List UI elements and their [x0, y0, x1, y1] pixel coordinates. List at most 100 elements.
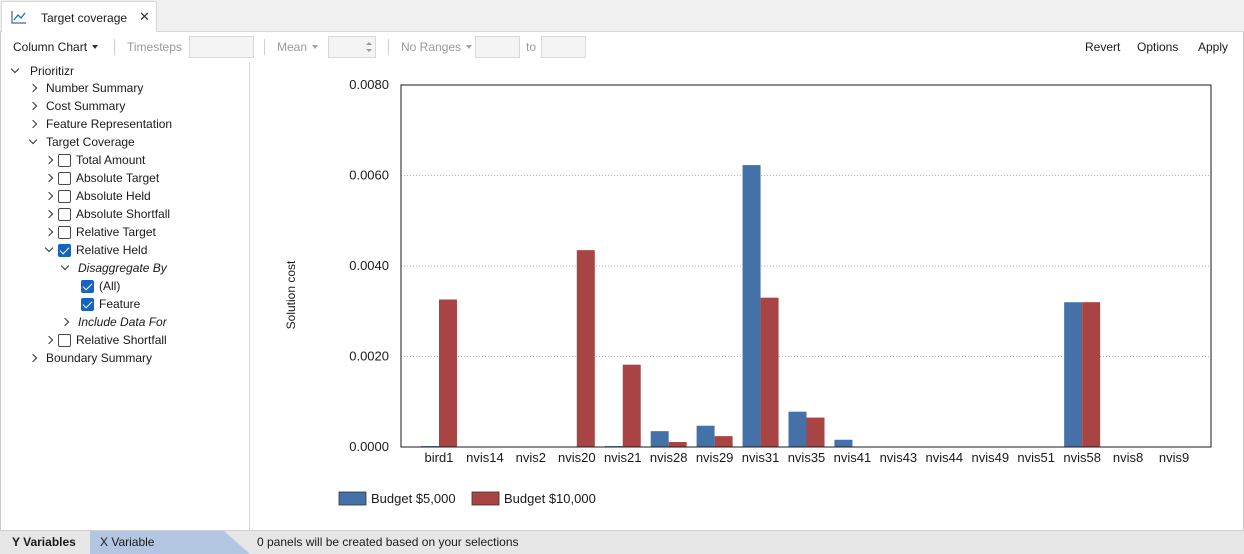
revert-button[interactable]: Revert: [1085, 40, 1121, 54]
checkbox-relative-held[interactable]: [58, 244, 71, 257]
tree-node-relative-held[interactable]: Relative Held: [44, 241, 147, 259]
x-tick-label: nvis29: [696, 450, 734, 465]
tree-node-target-coverage[interactable]: Target Coverage: [28, 133, 135, 151]
tree-node-absolute-target[interactable]: Absolute Target: [44, 169, 159, 187]
close-icon[interactable]: ✕: [139, 9, 150, 24]
timesteps-input[interactable]: [189, 36, 254, 58]
aggregate-stepper[interactable]: [328, 36, 376, 58]
tree-node-disaggregate-by[interactable]: Disaggregate By: [60, 259, 167, 277]
chevron-right-icon[interactable]: [28, 349, 38, 367]
checkbox-absolute-shortfall[interactable]: [58, 208, 71, 221]
chevron-down-icon[interactable]: [44, 241, 54, 259]
legend-label: Budget $5,000: [371, 491, 456, 506]
tree-label: Prioritizr: [30, 64, 74, 78]
checkbox-all[interactable]: [81, 280, 94, 293]
legend-swatch: [338, 491, 367, 506]
chevron-right-icon[interactable]: [44, 223, 54, 241]
tree-node-relative-target[interactable]: Relative Target: [44, 223, 156, 241]
chart-type-dropdown[interactable]: Column Chart: [13, 40, 99, 54]
chevron-down-icon[interactable]: [10, 62, 20, 80]
tab-x-variable[interactable]: X Variable: [88, 531, 250, 554]
spin-down-icon[interactable]: [366, 49, 372, 52]
x-tick-label: nvis2: [516, 450, 546, 465]
range-to-input[interactable]: [541, 36, 586, 58]
tree-label: Absolute Held: [76, 189, 151, 203]
chevron-right-icon[interactable]: [44, 331, 54, 349]
tree-node-number-summary[interactable]: Number Summary: [28, 79, 143, 97]
tree-node-feature[interactable]: Feature: [81, 295, 140, 313]
bar-1-nvis28: [650, 431, 669, 447]
tree-node-feature-representation[interactable]: Feature Representation: [28, 115, 172, 133]
x-tick-labels: bird1 nvis14 nvis2 nvis20 nvis21 nvis28 nvis29…: [425, 450, 1190, 465]
y-tick-labels: 0.0000 0.0020 0.0040 0.0060 0.0080: [349, 77, 389, 454]
tree-node-prioritizr[interactable]: Prioritizr: [10, 62, 74, 80]
y-tick-label: 0.0000: [349, 439, 389, 454]
tree-node-total-amount[interactable]: Total Amount: [44, 151, 145, 169]
plot-border: [400, 84, 1212, 448]
bars: [420, 165, 1101, 447]
y-axis-label: Solution cost: [284, 260, 298, 329]
checkbox-relative-target[interactable]: [58, 226, 71, 239]
bar-2-nvis20: [576, 250, 595, 447]
range-from-input[interactable]: [475, 36, 520, 58]
bar-2-bird1: [438, 299, 457, 447]
checkbox-absolute-target[interactable]: [58, 172, 71, 185]
tree-label: Total Amount: [76, 153, 146, 167]
x-tick-label: nvis49: [971, 450, 1009, 465]
chevron-down-icon[interactable]: [28, 133, 38, 151]
x-tick-label: nvis20: [558, 450, 596, 465]
chevron-right-icon[interactable]: [44, 169, 54, 187]
tab-y-variables[interactable]: Y Variables: [0, 531, 90, 554]
tab-strip: Target coverage ✕: [0, 0, 1244, 32]
tree-node-absolute-held[interactable]: Absolute Held: [44, 187, 151, 205]
x-tick-label: nvis35: [788, 450, 826, 465]
bar-1-nvis58: [1064, 302, 1083, 447]
x-tick-label: nvis58: [1063, 450, 1101, 465]
checkbox-absolute-held[interactable]: [58, 190, 71, 203]
chevron-down-icon: [466, 44, 473, 49]
bar-2-nvis28: [668, 442, 687, 447]
chevron-down-icon[interactable]: [60, 259, 70, 277]
apply-button[interactable]: Apply: [1198, 40, 1229, 54]
y-tick-label: 0.0080: [349, 77, 389, 92]
ranges-dropdown[interactable]: No Ranges: [401, 40, 473, 54]
chevron-right-icon[interactable]: [44, 187, 54, 205]
bar-2-nvis58: [1082, 302, 1101, 447]
bar-1-nvis35: [788, 411, 807, 447]
bar-1-nvis29: [696, 425, 715, 447]
bar-2-nvis35: [806, 417, 825, 447]
tree-node-boundary-summary[interactable]: Boundary Summary: [28, 349, 152, 367]
chevron-down-icon: [312, 44, 319, 49]
chart-type-label: Column Chart: [13, 40, 88, 54]
checkbox-feature[interactable]: [81, 298, 94, 311]
aggregate-dropdown[interactable]: Mean: [277, 40, 319, 54]
chevron-right-icon[interactable]: [60, 313, 70, 331]
chevron-right-icon[interactable]: [28, 115, 38, 133]
chevron-right-icon[interactable]: [44, 151, 54, 169]
tree-node-relative-shortfall[interactable]: Relative Shortfall: [44, 331, 167, 349]
x-tick-label: bird1: [425, 450, 454, 465]
tree-node-all[interactable]: (All): [81, 277, 120, 295]
chart-legend: Budget $5,000 Budget $10,000: [338, 491, 596, 506]
tab-target-coverage[interactable]: Target coverage ✕: [1, 1, 157, 32]
tree-label: Include Data For: [78, 315, 167, 329]
tree-node-cost-summary[interactable]: Cost Summary: [28, 97, 125, 115]
checkbox-total-amount[interactable]: [58, 154, 71, 167]
chevron-right-icon[interactable]: [28, 97, 38, 115]
options-button[interactable]: Options: [1137, 40, 1179, 54]
checkbox-relative-shortfall[interactable]: [58, 334, 71, 347]
bar-2-nvis29: [714, 436, 733, 447]
chart-panel: Solution cost 0.0000 0.0020 0.0040 0.0060 0.…: [251, 62, 1242, 530]
chevron-right-icon[interactable]: [44, 205, 54, 223]
tree-node-include-data-for[interactable]: Include Data For: [60, 313, 167, 331]
bar-1-nvis31: [742, 165, 761, 447]
y-tick-label: 0.0040: [349, 258, 389, 273]
bar-2-nvis31: [760, 297, 779, 447]
line-chart-icon: [11, 10, 27, 27]
tree-label: Absolute Target: [76, 171, 160, 185]
tree-node-absolute-shortfall[interactable]: Absolute Shortfall: [44, 205, 170, 223]
variable-tree: Prioritizr Number Summary Cost Summary F…: [0, 62, 250, 530]
chevron-right-icon[interactable]: [28, 79, 38, 97]
tree-label: Relative Shortfall: [76, 333, 167, 347]
spin-up-icon[interactable]: [366, 42, 372, 45]
